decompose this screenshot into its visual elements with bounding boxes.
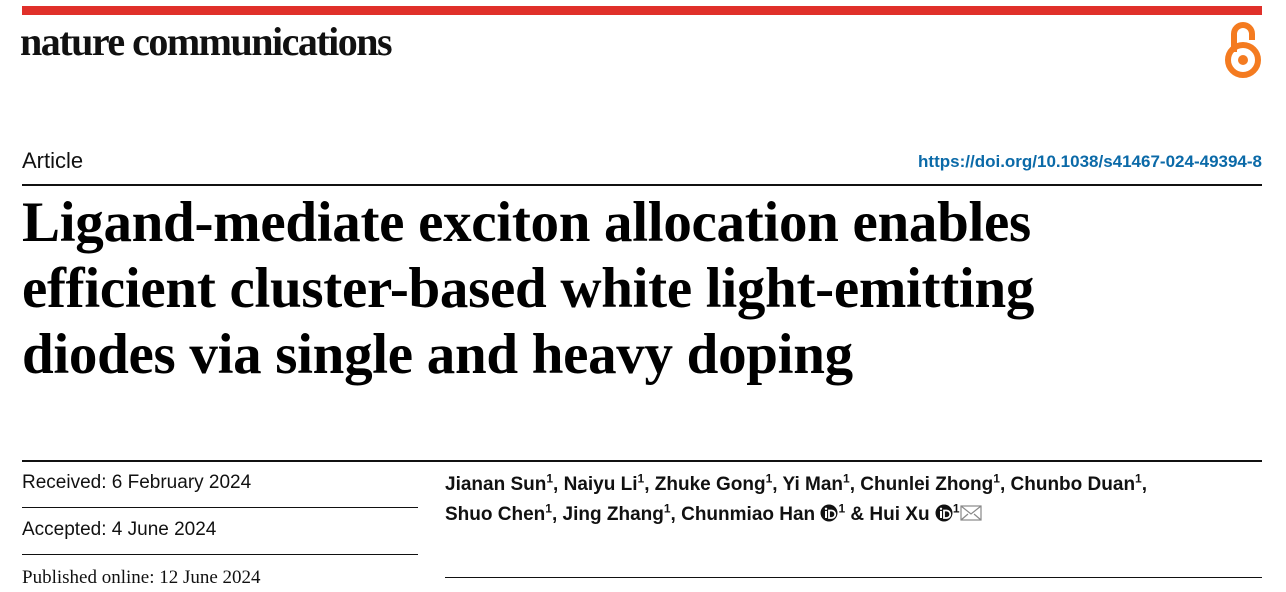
author-separator: , — [849, 474, 861, 495]
author: Hui Xu 1 — [869, 501, 982, 525]
author-separator: & — [845, 504, 870, 525]
author-name[interactable]: Chunlei Zhong — [860, 474, 994, 495]
title-line: diodes via single and heavy doping — [22, 323, 853, 386]
affiliation: 1 — [952, 501, 960, 516]
open-access-icon[interactable] — [1222, 20, 1264, 82]
rule — [445, 577, 1262, 578]
rule — [22, 460, 1262, 462]
author-name[interactable]: Chunbo Duan — [1010, 474, 1136, 495]
author-name[interactable]: Naiyu Li — [563, 474, 638, 495]
author: Shuo Chen1, — [445, 501, 563, 525]
author-separator: , — [1141, 474, 1148, 495]
orcid-icon[interactable] — [935, 504, 953, 522]
author: Chunlei Zhong1, — [860, 471, 1011, 495]
doi-link[interactable]: https://doi.org/10.1038/s41467-024-49394… — [918, 152, 1262, 171]
affiliation: 1 — [843, 471, 850, 486]
title-line: Ligand-mediate exciton allocation enable… — [22, 191, 1031, 254]
affiliation: 1 — [546, 471, 554, 486]
affiliation: 1 — [993, 471, 1000, 486]
email-icon[interactable] — [959, 504, 982, 522]
orcid-icon[interactable] — [820, 504, 838, 522]
author-name[interactable]: Jing Zhang — [562, 504, 664, 525]
affiliation: 1 — [545, 501, 552, 516]
author-separator: , — [999, 474, 1011, 495]
title-line: efficient cluster-based white light-emit… — [22, 257, 1035, 320]
journal-name: nature communications — [20, 19, 393, 64]
header-bar — [22, 6, 1262, 15]
published-date: Published online: 12 June 2024 — [22, 567, 261, 588]
author-name[interactable]: Jianan Sun — [445, 474, 547, 495]
received-date: Received: 6 February 2024 — [22, 472, 252, 493]
author-name[interactable]: Hui Xu — [869, 504, 930, 525]
accepted-date: Accepted: 4 June 2024 — [22, 519, 217, 540]
affiliation: 1 — [838, 501, 846, 516]
author-separator: , — [772, 474, 783, 495]
author-list: Jianan Sun1, Naiyu Li1, Zhuke Gong1, Yi … — [445, 470, 1245, 530]
author: Jing Zhang1, — [562, 501, 682, 525]
author-separator: , — [670, 504, 682, 525]
rule — [22, 184, 1262, 186]
author: Jianan Sun1, — [445, 471, 564, 495]
article-title: Ligand-mediate exciton allocation enable… — [22, 190, 1034, 388]
affiliation: 1 — [1135, 471, 1142, 486]
author-separator: , — [551, 504, 563, 525]
author: Naiyu Li1, — [563, 471, 655, 495]
author-separator: , — [644, 474, 655, 495]
author: Chunbo Duan1, — [1010, 471, 1148, 495]
author-name[interactable]: Shuo Chen — [445, 504, 546, 525]
author-name[interactable]: Zhuke Gong — [654, 474, 766, 495]
author: Zhuke Gong1, — [654, 471, 783, 495]
affiliation: 1 — [637, 471, 645, 486]
author-separator: , — [553, 474, 564, 495]
affiliation: 1 — [765, 471, 773, 486]
author: Yi Man1, — [782, 471, 861, 495]
rule — [22, 554, 418, 555]
rule — [22, 507, 418, 508]
author-name[interactable]: Yi Man — [782, 474, 844, 495]
affiliation: 1 — [663, 501, 671, 516]
author-name[interactable]: Chunmiao Han — [681, 504, 816, 525]
article-type: Article — [22, 148, 84, 173]
author: Chunmiao Han 1 & — [681, 501, 870, 525]
